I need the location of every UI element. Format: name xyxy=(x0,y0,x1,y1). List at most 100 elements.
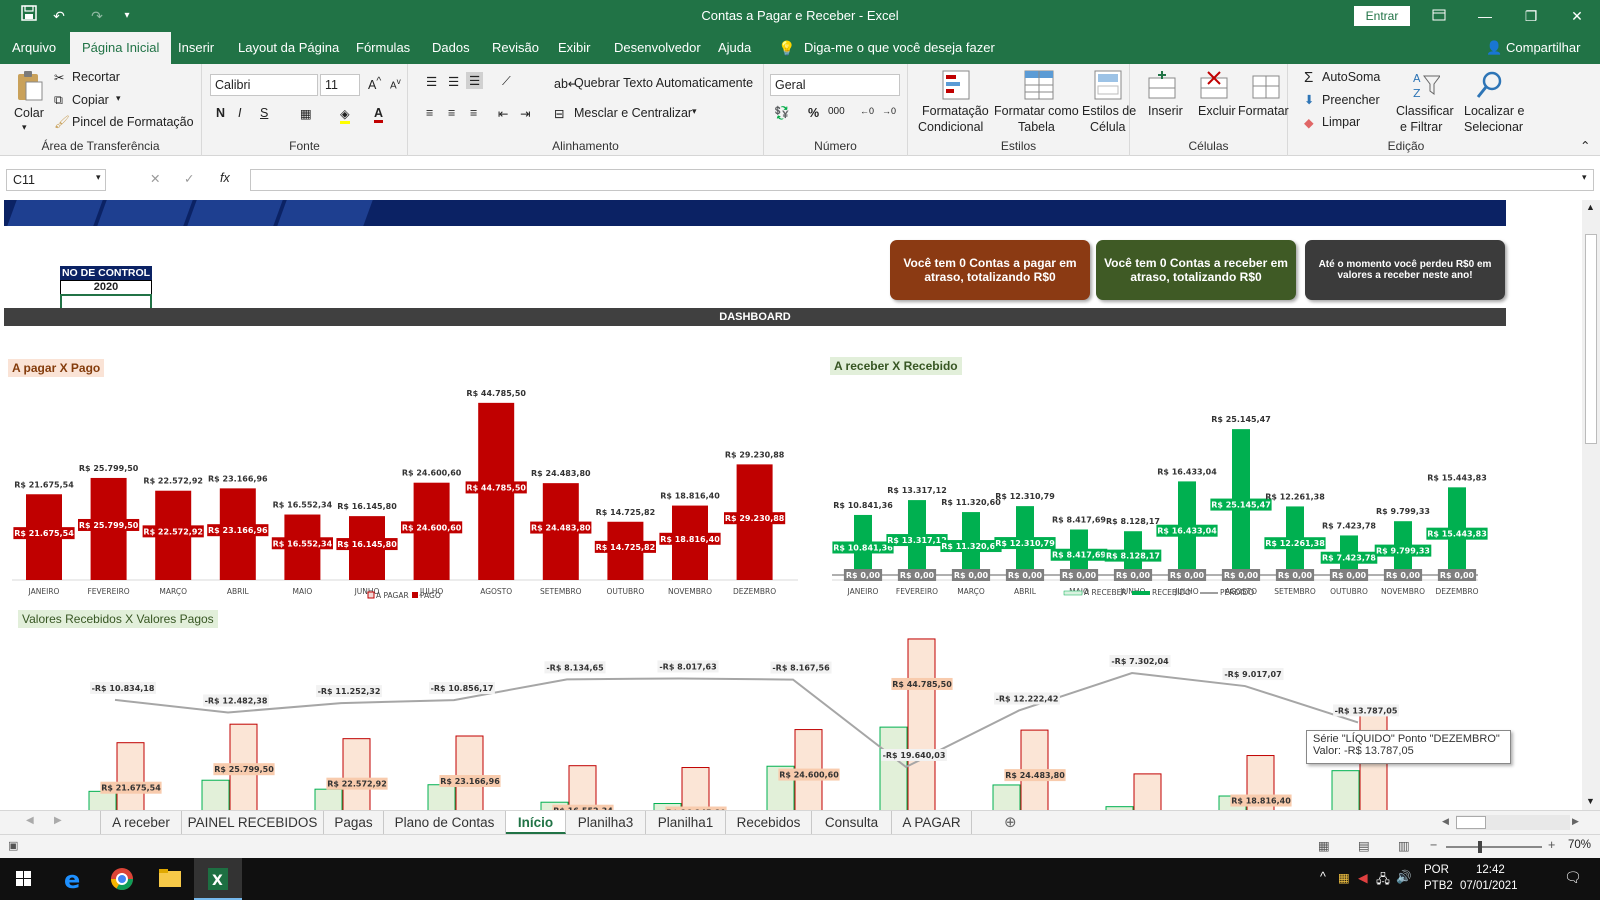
zoom-slider-thumb[interactable] xyxy=(1478,841,1482,853)
chart-a-receber-x-recebido[interactable]: R$ 10.841,36 R$ 10.841,36 R$ 0,00 JANEIRO R$… xyxy=(828,380,1488,605)
horizontal-scrollbar[interactable] xyxy=(1456,815,1570,830)
align-bottom-icon[interactable]: ☰ xyxy=(466,72,484,89)
decrease-indent-icon[interactable]: ⇤ xyxy=(498,107,509,121)
tab-arquivo[interactable]: Arquivo xyxy=(12,40,57,55)
currency-icon[interactable]: 💱 xyxy=(774,106,790,120)
increase-indent-icon[interactable]: ⇥ xyxy=(520,107,531,121)
expand-formula-icon[interactable]: ▾ xyxy=(1582,172,1587,182)
format-cells-button[interactable]: Formatar xyxy=(1238,104,1289,118)
italic-button[interactable]: I xyxy=(238,106,242,120)
align-center-icon[interactable]: ≡ xyxy=(448,106,456,120)
tab-revisao[interactable]: Revisão xyxy=(492,40,539,55)
cell-styles-label1[interactable]: Estilos de xyxy=(1082,104,1137,118)
align-top-icon[interactable]: ☰ xyxy=(426,75,438,89)
autosum-icon[interactable]: Σ xyxy=(1304,69,1314,86)
paste-dropdown-icon[interactable]: ▾ xyxy=(22,122,27,132)
sheet-tab-recebidos[interactable]: Recebidos xyxy=(726,811,812,834)
paste-label[interactable]: Colar xyxy=(14,106,44,120)
zoom-in-icon[interactable]: + xyxy=(1548,838,1556,852)
sheet-tab-planilha3[interactable]: Planilha3 xyxy=(566,811,646,834)
conditional-format-icon[interactable] xyxy=(942,70,970,103)
wrap-text-button[interactable]: Quebrar Texto Automaticamente xyxy=(574,76,754,90)
chart-a-pagar-x-pago[interactable]: R$ 21.675,54 R$ 21.675,54 JANEIRO R$ 25.799… xyxy=(8,380,808,605)
thousands-button[interactable]: 000 xyxy=(828,106,845,117)
align-right-icon[interactable]: ≡ xyxy=(470,106,478,120)
sort-filter-label2[interactable]: e Filtrar xyxy=(1400,120,1443,134)
tab-layout-pagina[interactable]: Layout da Página xyxy=(238,40,340,55)
sheet-tab-a-pagar[interactable]: A PAGAR xyxy=(892,811,972,834)
format-as-table-label1[interactable]: Formatar como xyxy=(994,104,1079,118)
bold-button[interactable]: N xyxy=(216,106,226,120)
vertical-scrollbar[interactable]: ▲ ▼ xyxy=(1582,200,1600,810)
year-cell[interactable]: 2020 xyxy=(60,280,152,295)
number-format-select[interactable]: Geral xyxy=(770,74,900,96)
restore-icon[interactable]: ❐ xyxy=(1524,8,1538,24)
undo-icon[interactable]: ↶ xyxy=(53,8,65,24)
fill-icon[interactable]: ⬇ xyxy=(1304,93,1315,107)
underline-button[interactable]: S xyxy=(260,106,269,120)
clock-date[interactable]: 07/01/2021 xyxy=(1460,880,1518,892)
tab-dados[interactable]: Dados xyxy=(432,40,470,55)
align-left-icon[interactable]: ≡ xyxy=(426,106,434,120)
windows-start-icon[interactable] xyxy=(0,858,48,900)
sheet-tab-a-receber[interactable]: A receber xyxy=(100,811,182,834)
font-name-select[interactable]: Calibri xyxy=(210,74,318,96)
namebox-dropdown-icon[interactable]: ▾ xyxy=(96,172,101,182)
clear-button[interactable]: Limpar xyxy=(1322,115,1361,129)
macro-record-icon[interactable]: ▣ xyxy=(8,840,19,852)
redo-icon[interactable]: ↷ xyxy=(91,8,103,24)
sheet-tab-plano-de-contas[interactable]: Plano de Contas xyxy=(384,811,506,834)
normal-view-icon[interactable]: ▦ xyxy=(1318,839,1330,853)
sheet-tab-consulta[interactable]: Consulta xyxy=(812,811,892,834)
tell-me-search[interactable]: Diga-me o que você deseja fazer xyxy=(804,40,995,55)
copy-button[interactable]: Copiar xyxy=(72,93,109,107)
delete-cells-icon[interactable] xyxy=(1200,70,1228,103)
language-code[interactable]: POR xyxy=(1424,864,1449,876)
chart-recebidos-x-pagos[interactable]: R$ 21.675,54R$ 10.841,36R$ 25.799,50R$ 1… xyxy=(0,630,1540,810)
clock-time[interactable]: 12:42 xyxy=(1476,864,1505,876)
zoom-level[interactable]: 70% xyxy=(1568,839,1592,851)
merge-center-icon[interactable]: ⊟ xyxy=(554,107,565,121)
font-color-icon[interactable]: A xyxy=(374,106,384,123)
network-icon[interactable]: 🖧 xyxy=(1376,872,1390,886)
conditional-format-label1[interactable]: Formatação xyxy=(922,104,989,118)
tab-inserir[interactable]: Inserir xyxy=(178,40,215,55)
paste-icon[interactable] xyxy=(14,70,44,105)
align-middle-icon[interactable]: ☰ xyxy=(448,75,460,89)
wrap-text-icon[interactable]: ab↵ xyxy=(554,77,579,91)
fill-color-icon[interactable]: ◈ xyxy=(340,106,350,124)
chrome-icon[interactable] xyxy=(98,858,146,900)
scroll-up-icon[interactable]: ▲ xyxy=(1586,202,1595,212)
sort-filter-label1[interactable]: Classificar xyxy=(1396,104,1454,118)
notifications-icon[interactable]: 🗨 xyxy=(1564,869,1582,885)
borders-icon[interactable]: ▦ xyxy=(300,107,312,121)
merge-dropdown-icon[interactable]: ▾ xyxy=(692,106,697,116)
sheet-tab-pagas[interactable]: Pagas xyxy=(324,811,384,834)
collapse-ribbon-icon[interactable]: ⌃ xyxy=(1580,139,1591,153)
delete-cells-button[interactable]: Excluir xyxy=(1198,104,1236,118)
zoom-out-icon[interactable]: − xyxy=(1430,838,1438,852)
find-select-label1[interactable]: Localizar e xyxy=(1464,104,1525,118)
hscroll-right-icon[interactable]: ▶ xyxy=(1572,816,1579,826)
hscroll-left-icon[interactable]: ◀ xyxy=(1442,816,1449,826)
cell-styles-label2[interactable]: Célula xyxy=(1090,120,1126,134)
excel-taskbar-icon[interactable]: X xyxy=(194,858,242,900)
page-break-view-icon[interactable]: ▥ xyxy=(1398,839,1410,853)
file-explorer-icon[interactable] xyxy=(146,858,194,900)
minimize-icon[interactable]: — xyxy=(1478,8,1492,24)
vertical-scroll-thumb[interactable] xyxy=(1585,234,1597,444)
tray-expand-icon[interactable]: ^ xyxy=(1320,870,1326,884)
fill-button[interactable]: Preencher xyxy=(1322,93,1380,107)
worksheet-grid[interactable]: NO DE CONTROL 2020 Você tem 0 Contas a p… xyxy=(0,200,1582,810)
formula-input[interactable] xyxy=(250,169,1594,191)
increase-font-icon[interactable]: A^ xyxy=(368,76,382,93)
format-painter-icon[interactable]: 🖌 xyxy=(54,115,70,129)
keyboard-layout[interactable]: PTB2 xyxy=(1424,880,1453,892)
volume-icon[interactable]: 🔊 xyxy=(1396,870,1412,884)
tab-formulas[interactable]: Fórmulas xyxy=(356,40,411,55)
insert-function-icon[interactable]: fx xyxy=(220,171,230,185)
sheet-tab-inicio[interactable]: Início xyxy=(506,811,566,834)
find-select-label2[interactable]: Selecionar xyxy=(1464,120,1524,134)
ribbon-display-icon[interactable] xyxy=(1416,0,1462,32)
